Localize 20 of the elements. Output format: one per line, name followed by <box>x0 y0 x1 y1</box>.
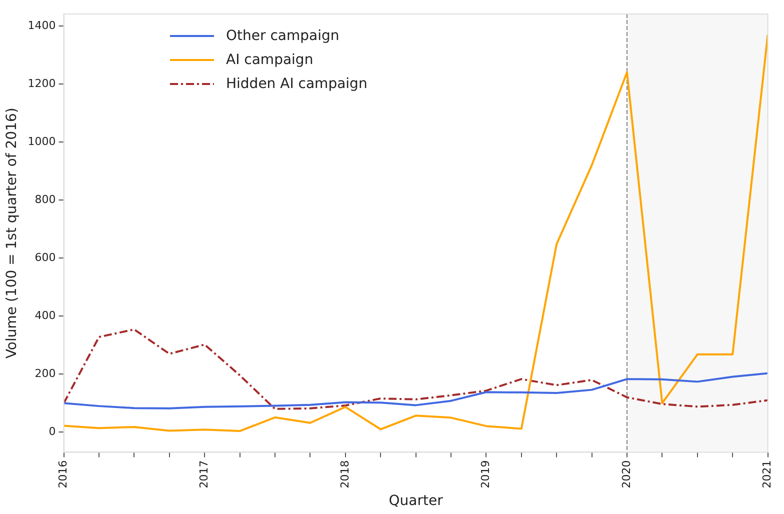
y-tick-label: 0 <box>48 425 56 438</box>
legend-label: Other campaign <box>226 28 340 44</box>
x-axis-title: Quarter <box>388 493 444 510</box>
y-tick-label: 1400 <box>28 18 56 32</box>
y-tick-label: 200 <box>34 367 56 380</box>
y-tick-label: 1200 <box>28 76 56 90</box>
x-tick-label: 2016 <box>56 460 70 488</box>
y-tick-label: 1000 <box>28 134 56 148</box>
y-axis-title: Volume (100 = 1st quarter of 2016) <box>4 108 20 359</box>
x-tick-label: 2020 <box>620 460 633 488</box>
y-tick-label: 400 <box>34 308 56 322</box>
x-tick-label: 2017 <box>197 460 210 488</box>
y-tick-label: 800 <box>34 192 56 206</box>
x-tick-label: 2019 <box>479 460 492 488</box>
x-tick-label: 2018 <box>338 460 352 488</box>
x-tick-label: 2021 <box>760 460 774 488</box>
legend-label: Hidden AI campaign <box>226 76 368 92</box>
legend-label: AI campaign <box>226 52 314 68</box>
line-series <box>64 328 768 410</box>
y-tick-label: 600 <box>34 250 56 264</box>
